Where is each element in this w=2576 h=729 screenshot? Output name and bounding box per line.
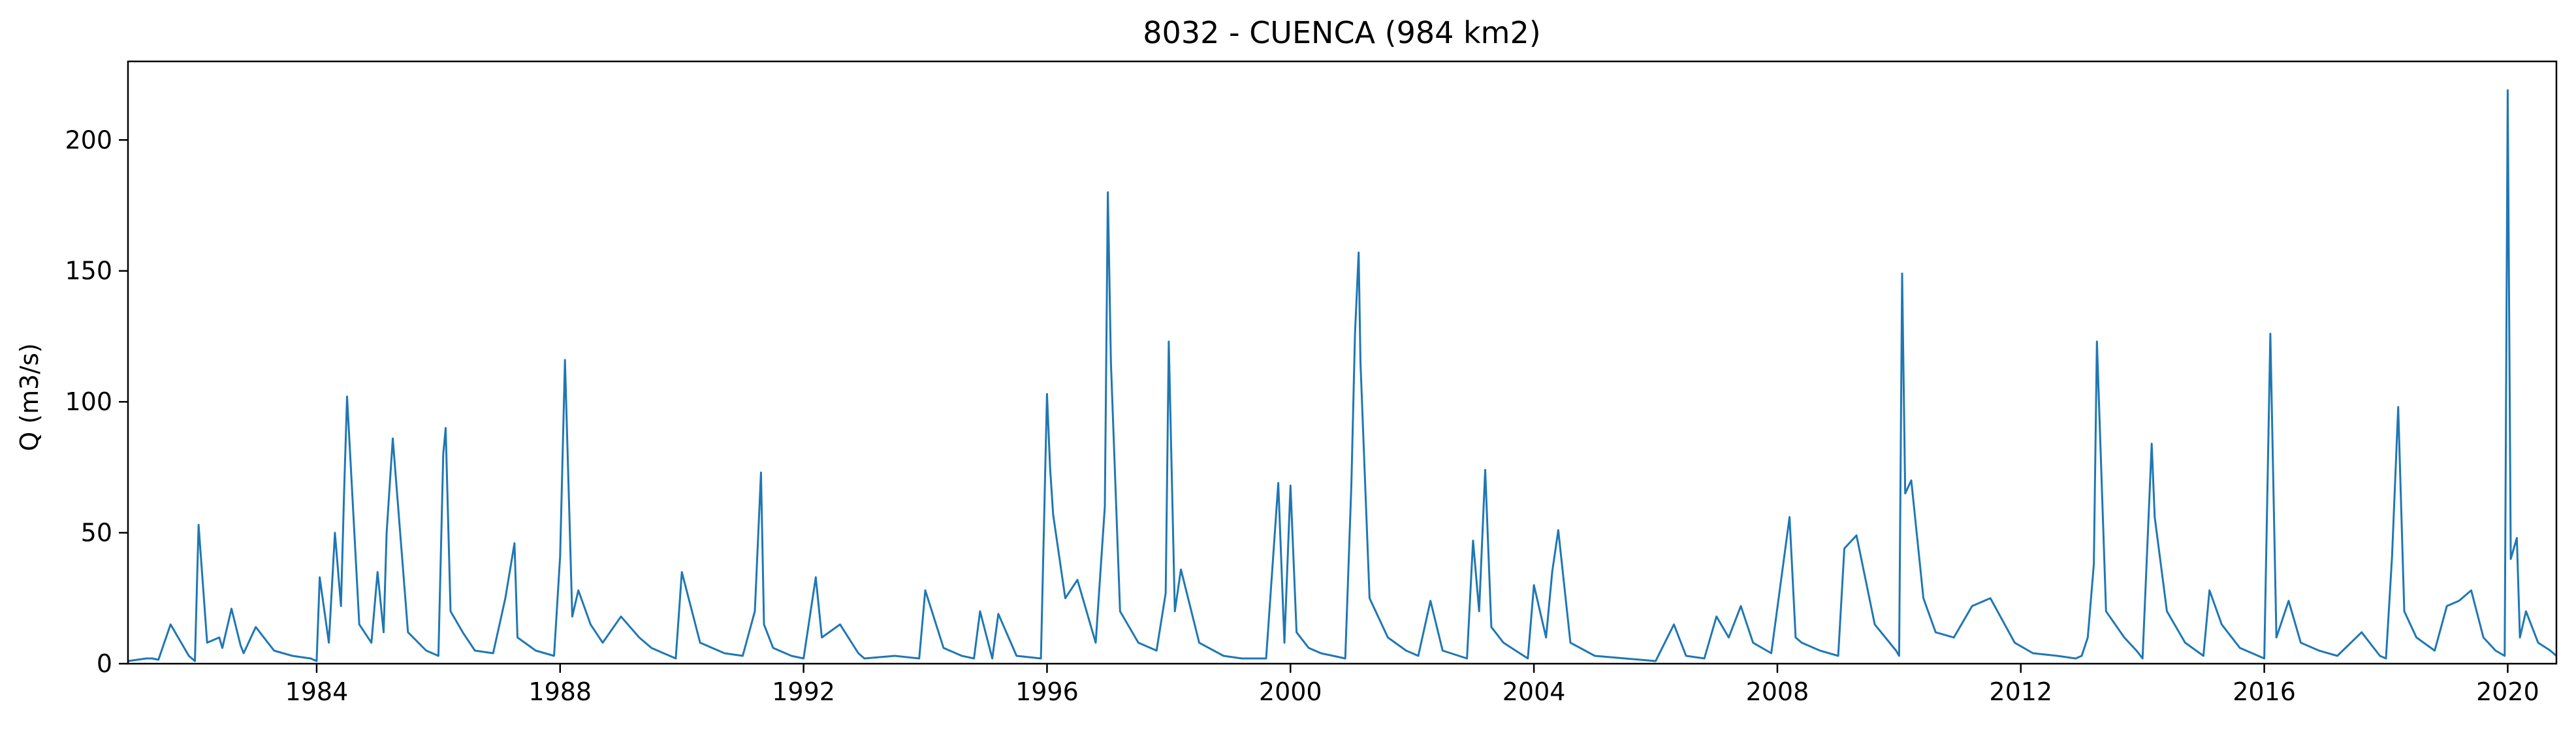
y-tick-label: 0 <box>97 649 112 678</box>
y-axis: 0 50 100 150 200 <box>65 125 128 678</box>
plot-frame <box>127 60 2558 665</box>
y-tick-label: 200 <box>65 125 112 154</box>
x-tick-label: 1984 <box>285 677 349 706</box>
x-tick-label: 1988 <box>528 677 592 706</box>
x-tick-label: 2020 <box>2476 677 2539 706</box>
y-tick-label: 150 <box>65 257 112 285</box>
x-axis: 1984 1988 1992 1996 2000 2004 2008 2012 2016 2020 <box>285 664 2539 706</box>
x-tick-label: 2016 <box>2233 677 2296 706</box>
chart-title: 8032 - CUENCA (984 km2) <box>1143 15 1540 50</box>
x-tick-label: 1996 <box>1015 677 1079 706</box>
plot-area <box>127 89 2557 662</box>
x-tick-label: 1992 <box>772 677 835 706</box>
x-tick-label: 2004 <box>1503 677 1566 706</box>
x-tick-label: 2008 <box>1746 677 1809 706</box>
series-line-discharge <box>127 89 2557 662</box>
y-tick-label: 50 <box>81 519 112 547</box>
y-tick-label: 100 <box>65 387 112 416</box>
x-tick-label: 2000 <box>1259 677 1322 706</box>
x-tick-label: 2012 <box>1989 677 2052 706</box>
y-axis-label: Q (m3/s) <box>15 343 44 451</box>
